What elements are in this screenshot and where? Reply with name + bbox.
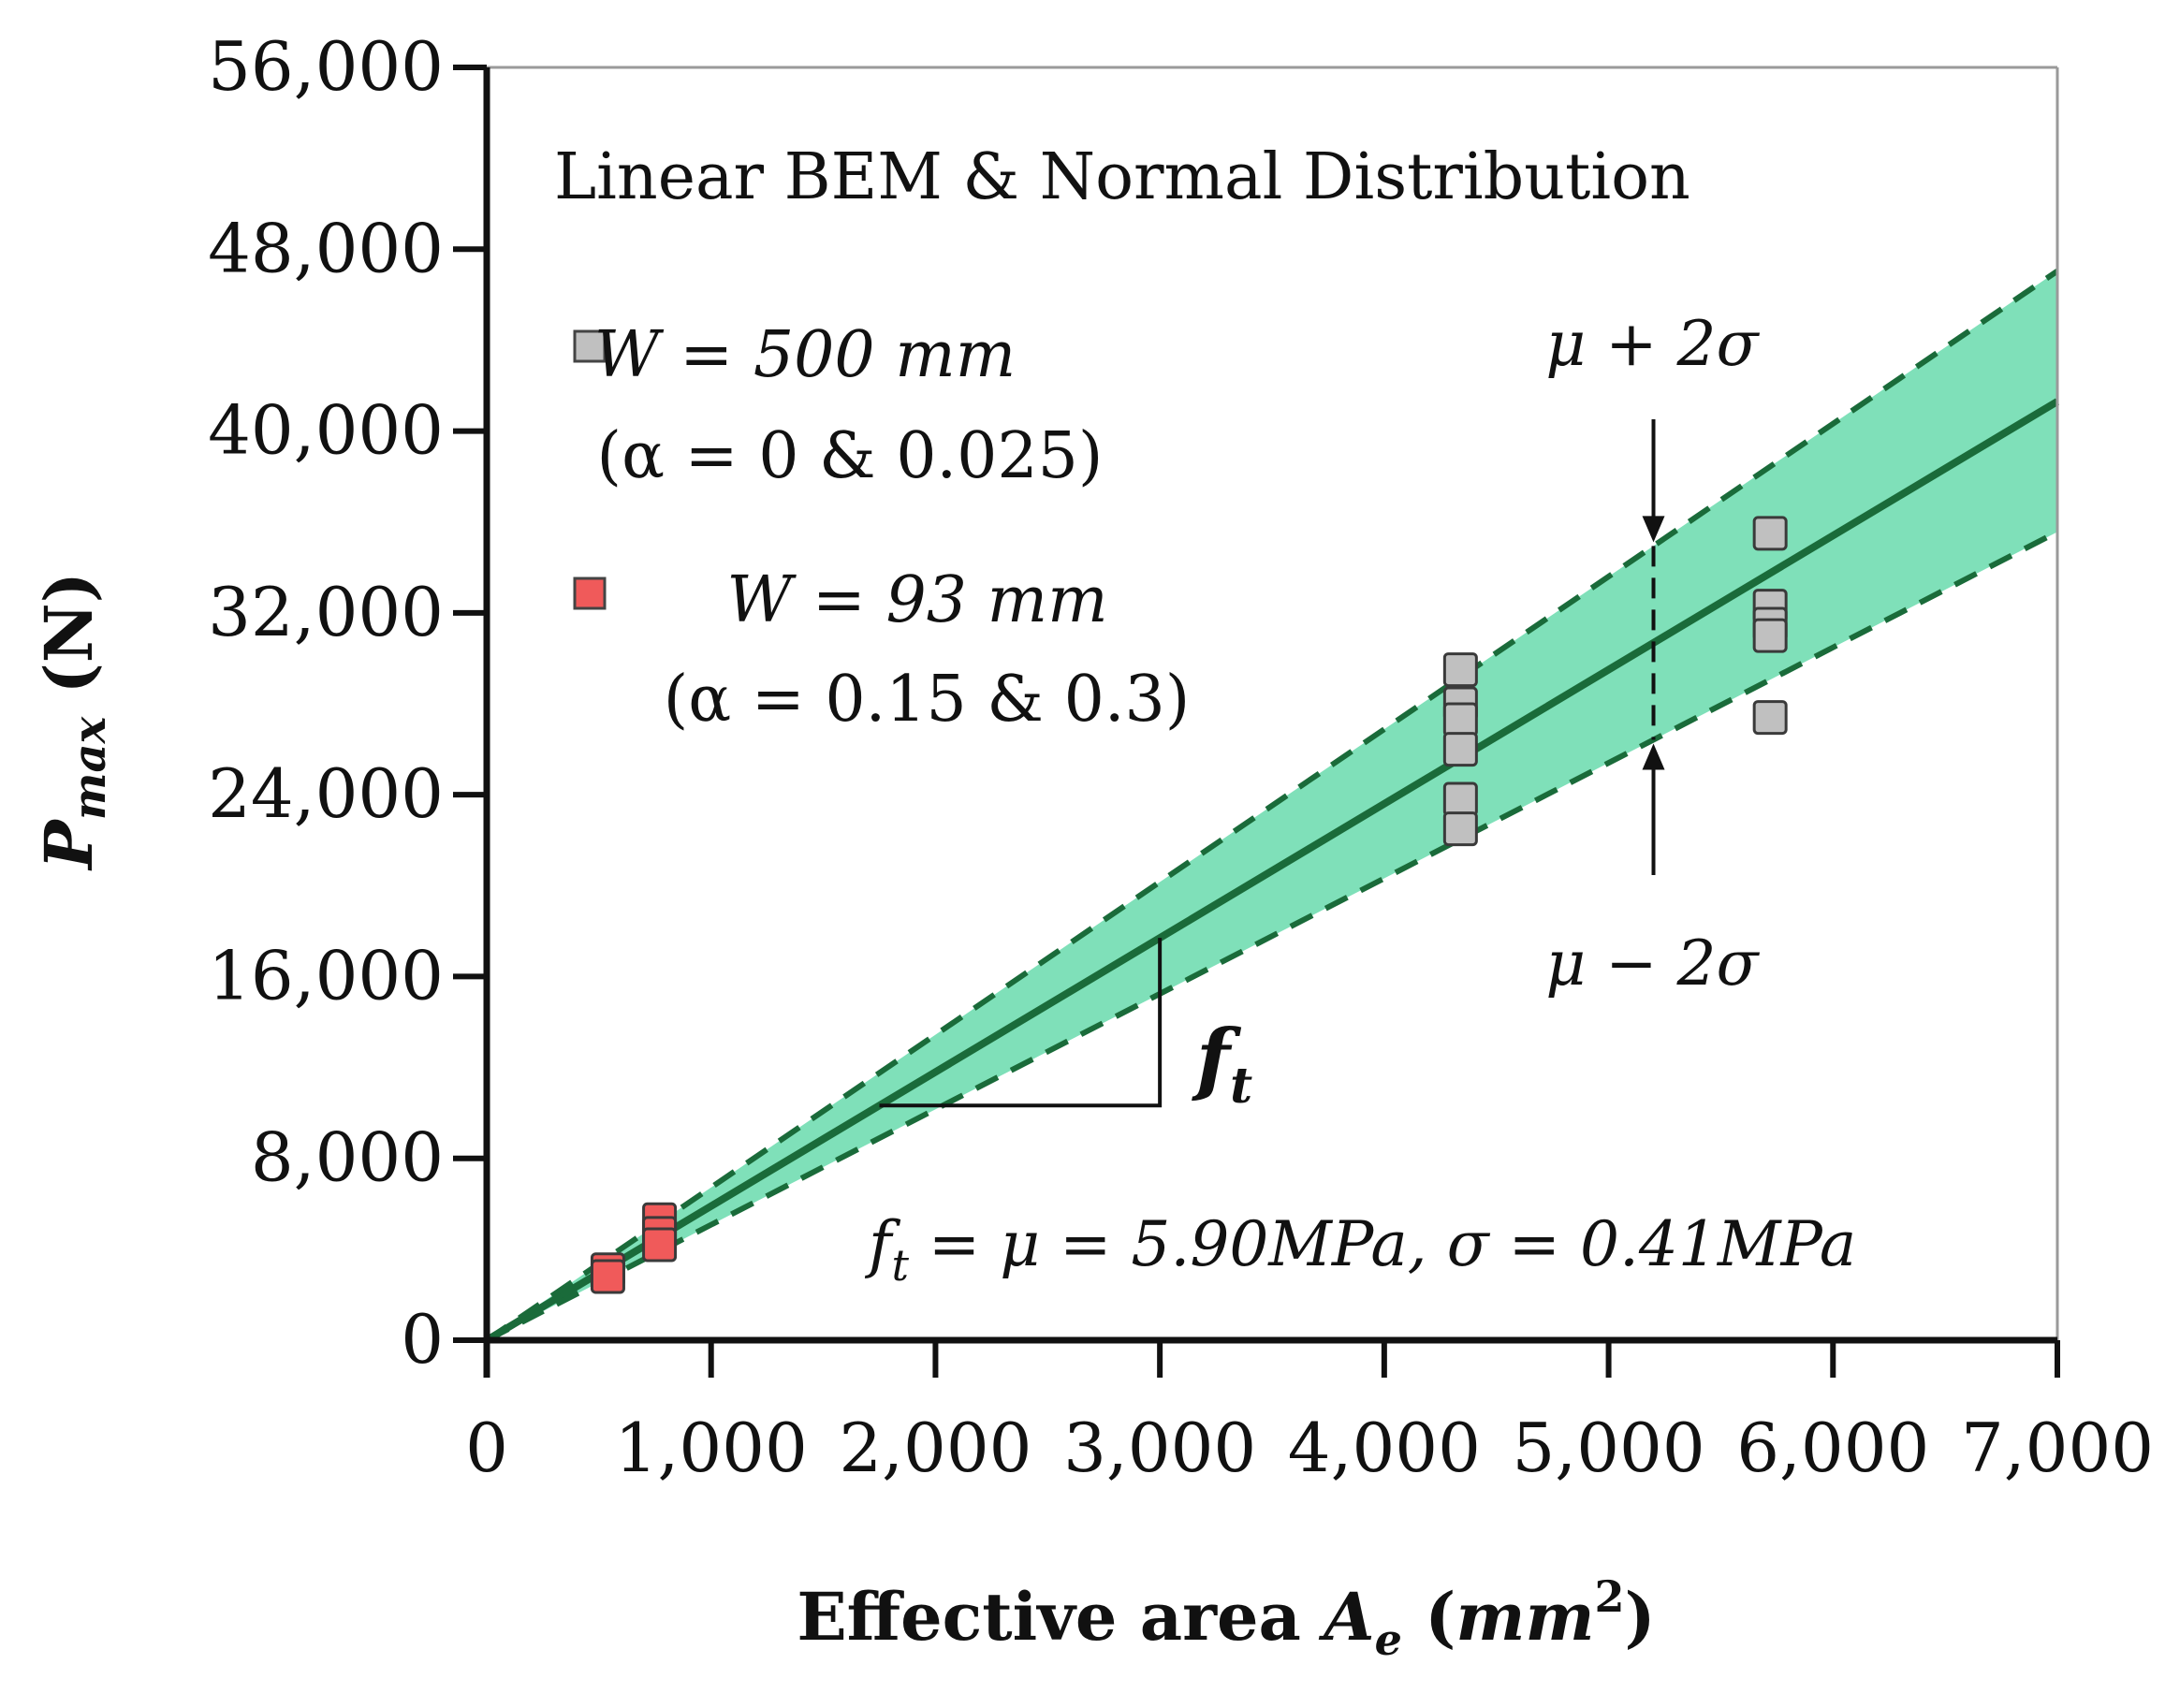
y-tick-label: 32,000 bbox=[208, 573, 444, 651]
x-tick-label: 7,000 bbox=[1961, 1409, 2154, 1487]
x-axis-title: Effective area Ae (mm2) bbox=[797, 1571, 1655, 1665]
legend-marker-w500 bbox=[573, 329, 607, 363]
y-tick-label: 48,000 bbox=[208, 209, 444, 287]
data-point-w93 bbox=[590, 1259, 625, 1294]
x-tick-label: 2,000 bbox=[839, 1409, 1031, 1487]
y-tick-label: 8,000 bbox=[251, 1118, 444, 1197]
mean-fit-line bbox=[484, 398, 2060, 1344]
x-tick-label: 1,000 bbox=[615, 1409, 808, 1487]
legend-marker-w93 bbox=[573, 577, 607, 610]
x-tick-label: 0 bbox=[465, 1409, 508, 1487]
legend-sublabel-w500: (α = 0 & 0.025) bbox=[597, 419, 1104, 493]
data-point-w500 bbox=[1442, 781, 1478, 817]
equation-label: ft = μ = 5.90MPa, σ = 0.41MPa bbox=[864, 1208, 1856, 1291]
slope-label: ft bbox=[1192, 1012, 1252, 1115]
data-point-w500 bbox=[1752, 516, 1788, 551]
chart-title: Linear BEM & Normal Distribution bbox=[554, 140, 1690, 214]
lower-bound-line bbox=[485, 529, 2059, 1343]
y-tick-label: 40,000 bbox=[208, 391, 444, 470]
y-axis-title: Pmax (N) bbox=[30, 572, 116, 871]
x-tick-label: 3,000 bbox=[1063, 1409, 1256, 1487]
upper-arrow-head bbox=[1642, 516, 1665, 543]
x-tick-label: 6,000 bbox=[1736, 1409, 1929, 1487]
data-point-w500 bbox=[1752, 618, 1788, 653]
data-point-w500 bbox=[1442, 811, 1478, 847]
slope-triangle bbox=[879, 938, 1163, 1108]
x-tick-label: 5,000 bbox=[1513, 1409, 1705, 1487]
x-tick-label: 4,000 bbox=[1288, 1409, 1481, 1487]
legend-label-w93: W = 93 mm bbox=[726, 563, 1107, 637]
upper-bound-label: μ + 2σ bbox=[1545, 308, 1760, 380]
y-tick-label: 24,000 bbox=[208, 754, 444, 833]
y-tick-label: 56,000 bbox=[208, 27, 444, 106]
legend-label-w500: W = 500 mm bbox=[594, 318, 1016, 392]
y-tick-label: 0 bbox=[401, 1300, 444, 1379]
data-point-w500 bbox=[1752, 700, 1788, 736]
y-tick-label: 16,000 bbox=[208, 936, 444, 1015]
data-point-w500 bbox=[1442, 702, 1478, 737]
legend-sublabel-w93: (α = 0.15 & 0.3) bbox=[664, 663, 1191, 737]
upper-bound-line bbox=[485, 269, 2059, 1343]
lower-arrow-head bbox=[1642, 743, 1665, 770]
data-point-w93 bbox=[642, 1227, 678, 1263]
data-point-w500 bbox=[1442, 732, 1478, 767]
lower-bound-label: μ − 2σ bbox=[1545, 927, 1760, 1000]
data-point-w500 bbox=[1442, 652, 1478, 688]
